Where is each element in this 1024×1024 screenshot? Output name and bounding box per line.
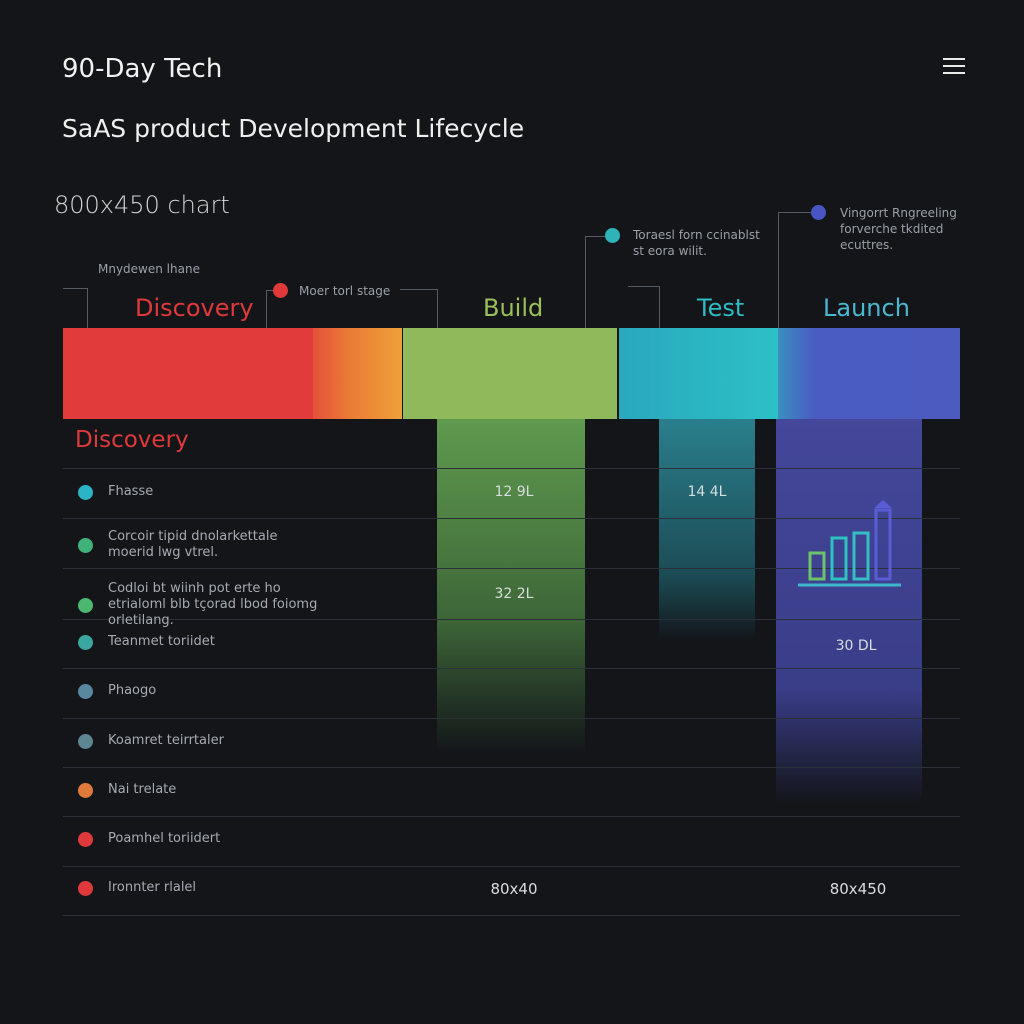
status-dot [78, 634, 93, 650]
launch-column [776, 419, 922, 804]
phase-bar-launch[interactable] [778, 328, 960, 419]
test-column [659, 419, 755, 641]
row-divider [63, 816, 960, 817]
status-dot [78, 880, 93, 896]
annotation-dot [273, 283, 288, 298]
build-value: 32 2L [494, 586, 534, 602]
status-dot [78, 537, 93, 553]
list-item[interactable]: Phaogo [78, 683, 378, 699]
row-divider [63, 668, 960, 669]
list-item-label: Phaogo [108, 683, 157, 698]
list-item-label: Poamhel toriidert [108, 831, 221, 846]
status-dot [78, 484, 93, 500]
list-item[interactable]: Fhasse [78, 484, 378, 500]
connector-line [628, 286, 660, 287]
connector-line [778, 212, 812, 213]
row-divider [63, 718, 960, 719]
connector-line [87, 288, 88, 328]
bar-chart-growth-icon [798, 500, 901, 587]
row-divider [63, 767, 960, 768]
row-divider [63, 568, 960, 569]
build-footer-value: 80x40 [490, 880, 538, 898]
list-item-label: Koamret teirrtaler [108, 733, 224, 748]
list-item[interactable]: Koamret teirrtaler [78, 733, 378, 749]
phase-bar-build[interactable] [403, 328, 617, 419]
list-item[interactable]: Ironnter rlalel [78, 880, 378, 896]
list-item-label: Codloi bt wiinh pot erte ho etrialoml bl… [108, 581, 318, 628]
app-title: 90-Day Tech [62, 54, 223, 84]
list-item[interactable]: Teanmet toriidet [78, 634, 378, 650]
page-subtitle: SaAS product Development Lifecycle [62, 114, 525, 143]
build-value: 12 9L [494, 484, 534, 500]
list-item-label: Teanmet toriidet [108, 634, 215, 649]
annotation-text: Moer torl stage [299, 284, 391, 298]
phase-label-launch: Launch [823, 294, 910, 322]
annotation-text: Vingorrt Rngreeling forverche tkdited ec… [840, 206, 957, 252]
status-dot [78, 597, 93, 613]
annotation-dot [605, 228, 620, 243]
connector-line [437, 289, 438, 328]
section-title: Discovery [75, 427, 189, 453]
phase-label-build: Build [483, 294, 544, 322]
row-divider [63, 518, 960, 519]
connector-line [585, 236, 586, 328]
phase-bar-discovery-transition [313, 328, 402, 419]
list-item[interactable]: Corcoir tipid dnolarkettale moerid lwg v… [78, 529, 278, 561]
phase-bar-test[interactable] [619, 328, 778, 419]
status-dot [78, 782, 93, 798]
row-divider [63, 619, 960, 620]
annotation-text: Toraesl forn ccinablst st eora wilit. [633, 228, 760, 258]
list-item[interactable]: Poamhel toriidert [78, 831, 378, 847]
test-value: 14 4L [687, 484, 727, 500]
status-dot [78, 831, 93, 847]
build-column [437, 419, 585, 754]
list-item-label: Fhasse [108, 484, 154, 499]
connector-line [659, 286, 660, 328]
annotation-dot [811, 205, 826, 220]
hamburger-menu-icon[interactable] [940, 54, 968, 78]
annotation-text: Mnydewen lhane [98, 262, 200, 276]
connector-line [778, 212, 779, 328]
list-item-label: Corcoir tipid dnolarkettale moerid lwg v… [108, 529, 278, 560]
list-item[interactable]: Nai trelate [78, 782, 378, 798]
connector-line [400, 289, 438, 290]
connector-line [266, 290, 267, 328]
connector-line [63, 288, 88, 289]
phase-label-test: Test [697, 294, 745, 322]
list-item[interactable]: Codloi bt wiinh pot erte ho etrialoml bl… [78, 581, 338, 629]
row-divider [63, 866, 960, 867]
list-item-label: Ironnter rlalel [108, 880, 197, 895]
launch-footer-value: 80x450 [829, 880, 887, 898]
row-divider [63, 468, 960, 469]
connector-line [266, 290, 276, 291]
phase-label-discovery: Discovery [135, 294, 254, 322]
connector-line [585, 236, 605, 237]
chart-size-label: 800x450 chart [54, 191, 230, 219]
status-dot [78, 733, 93, 749]
phase-bar-discovery[interactable] [63, 328, 313, 419]
list-item-label: Nai trelate [108, 782, 177, 797]
status-dot [78, 683, 93, 699]
launch-value: 30 DL [835, 638, 877, 654]
row-divider [63, 915, 960, 916]
